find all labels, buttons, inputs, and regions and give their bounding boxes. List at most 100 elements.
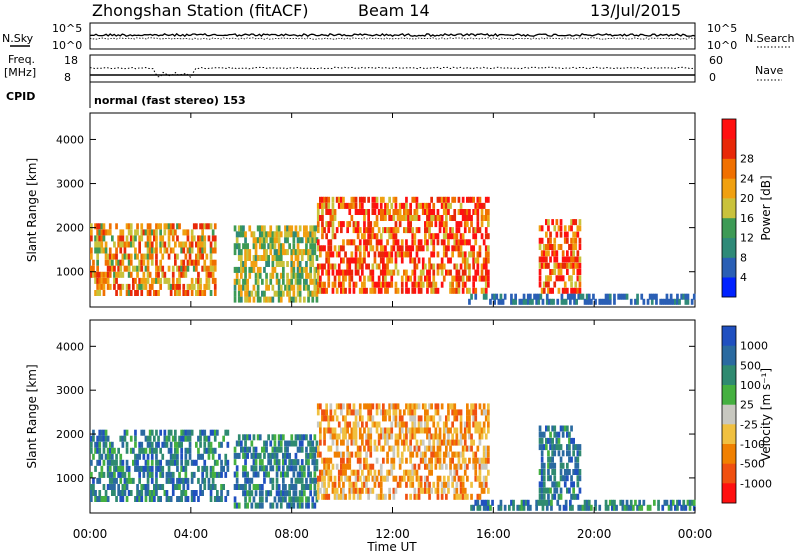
echo-cell <box>147 260 150 266</box>
echo-cell <box>338 264 341 270</box>
echo-cell <box>445 227 448 233</box>
echo-cell <box>244 267 247 273</box>
echo-cell <box>151 242 154 248</box>
echo-cell <box>529 505 532 511</box>
echo-cell <box>189 454 192 460</box>
echo-cell <box>609 294 612 300</box>
echo-cell <box>325 403 328 409</box>
echo-cell <box>90 460 93 466</box>
echo-cell <box>382 458 385 464</box>
echo-cell <box>240 249 243 255</box>
echo-cell <box>149 223 152 229</box>
echo-cell <box>485 288 488 294</box>
echo-cell <box>395 258 398 264</box>
echo-cell <box>479 494 482 500</box>
echo-cell <box>272 503 275 509</box>
echo-cell <box>187 478 190 484</box>
nsky-tick-bottom: 10^0 <box>52 39 82 52</box>
echo-cell <box>472 197 475 203</box>
echo-cell <box>574 282 577 288</box>
echo-cell <box>334 409 337 415</box>
echo-cell <box>216 490 219 496</box>
echo-cell <box>244 231 247 237</box>
echo-cell <box>405 422 408 428</box>
echo-cell <box>105 248 108 254</box>
date-label: 13/Jul/2015 <box>590 1 681 20</box>
echo-cell <box>407 288 410 294</box>
echo-cell <box>128 266 131 272</box>
echo-cell <box>334 215 337 221</box>
echo-cell <box>248 297 251 303</box>
echo-cell <box>297 231 300 237</box>
echo-cell <box>472 251 475 257</box>
nave-tick-top: 60 <box>709 54 723 67</box>
echo-cell <box>579 263 582 269</box>
echo-cell <box>359 452 362 458</box>
echo-cell <box>282 291 285 297</box>
echo-cell <box>437 209 440 215</box>
echo-cell <box>305 225 308 231</box>
echo-cell <box>240 255 243 261</box>
echo-cell <box>134 442 137 448</box>
echo-cell <box>176 466 179 472</box>
echo-cell <box>374 482 377 488</box>
echo-cell <box>280 255 283 261</box>
echo-cell <box>187 229 190 235</box>
echo-cell <box>365 452 368 458</box>
echo-cell <box>157 290 160 296</box>
echo-cell <box>570 457 573 463</box>
echo-cell <box>334 245 337 251</box>
echo-cell <box>244 459 247 465</box>
colorbar-swatch <box>722 405 736 425</box>
echo-cell <box>119 290 122 296</box>
echo-cell <box>348 494 351 500</box>
echo-cell <box>564 481 567 487</box>
nsearch-tick-bottom: 10^0 <box>707 39 737 52</box>
echo-cell <box>348 221 351 227</box>
echo-cell <box>428 270 431 276</box>
colorbar-swatch <box>722 277 736 297</box>
echo-cell <box>543 494 546 500</box>
echo-cell <box>376 197 379 203</box>
echo-cell <box>274 434 277 440</box>
echo-cell <box>451 434 454 440</box>
echo-cell <box>140 290 143 296</box>
echo-cell <box>474 294 477 300</box>
echo-cell <box>456 470 459 476</box>
echo-cell <box>470 494 473 500</box>
echo-cell <box>395 264 398 270</box>
echo-cell <box>572 481 575 487</box>
echo-cell <box>255 447 258 453</box>
echo-cell <box>206 466 209 472</box>
echo-cell <box>487 209 490 215</box>
echo-cell <box>122 284 125 290</box>
echo-cell <box>272 273 275 279</box>
echo-cell <box>309 490 312 496</box>
echo-cell <box>472 440 475 446</box>
echo-cell <box>456 434 459 440</box>
colorbar-tick-label: 16 <box>740 212 754 225</box>
echo-cell <box>278 484 281 490</box>
echo-cell <box>251 490 254 496</box>
echo-cell <box>564 225 567 231</box>
echo-cell <box>96 260 99 266</box>
echo-cell <box>307 503 310 509</box>
echo-cell <box>191 229 194 235</box>
echo-cell <box>414 270 417 276</box>
echo-cell <box>191 248 194 254</box>
echo-cell <box>466 476 469 482</box>
echo-cell <box>562 250 565 256</box>
echo-cell <box>487 403 490 409</box>
echo-cell <box>437 494 440 500</box>
echo-cell <box>566 288 569 294</box>
echo-cell <box>109 223 112 229</box>
echo-cell <box>92 484 95 490</box>
echo-cell <box>140 223 143 229</box>
echo-cell <box>487 221 490 227</box>
echo-cell <box>293 237 296 243</box>
echo-cell <box>418 464 421 470</box>
echo-cell <box>474 470 477 476</box>
echo-cell <box>395 197 398 203</box>
echo-cell <box>105 490 108 496</box>
